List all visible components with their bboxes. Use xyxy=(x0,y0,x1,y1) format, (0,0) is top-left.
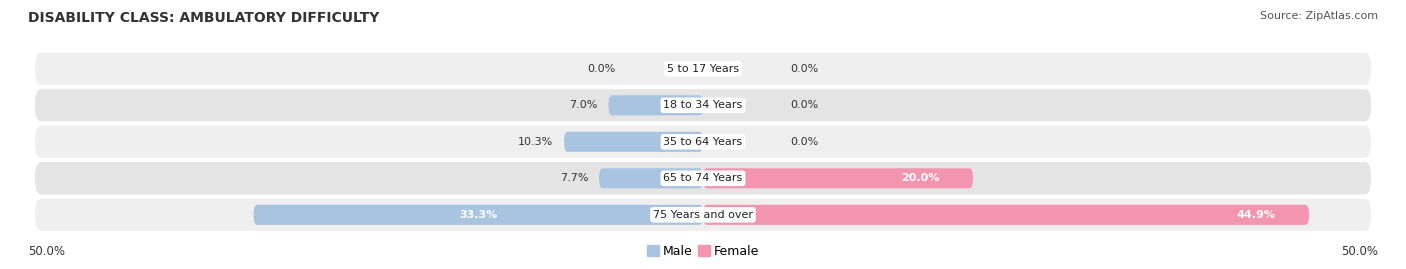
Text: 7.7%: 7.7% xyxy=(560,173,588,183)
Text: 10.3%: 10.3% xyxy=(517,137,553,147)
Text: 50.0%: 50.0% xyxy=(28,245,65,258)
Text: 75 Years and over: 75 Years and over xyxy=(652,210,754,220)
FancyBboxPatch shape xyxy=(703,168,973,188)
Legend: Male, Female: Male, Female xyxy=(641,240,765,263)
Text: 0.0%: 0.0% xyxy=(790,64,818,74)
FancyBboxPatch shape xyxy=(35,53,1371,85)
FancyBboxPatch shape xyxy=(35,126,1371,158)
FancyBboxPatch shape xyxy=(35,199,1371,231)
FancyBboxPatch shape xyxy=(253,205,703,225)
Text: 7.0%: 7.0% xyxy=(569,100,598,110)
Text: 35 to 64 Years: 35 to 64 Years xyxy=(664,137,742,147)
FancyBboxPatch shape xyxy=(35,162,1371,194)
FancyBboxPatch shape xyxy=(703,205,1309,225)
Text: 0.0%: 0.0% xyxy=(588,64,616,74)
Text: 20.0%: 20.0% xyxy=(901,173,939,183)
Text: 44.9%: 44.9% xyxy=(1236,210,1275,220)
FancyBboxPatch shape xyxy=(609,95,703,115)
Text: 18 to 34 Years: 18 to 34 Years xyxy=(664,100,742,110)
Text: 50.0%: 50.0% xyxy=(1341,245,1378,258)
FancyBboxPatch shape xyxy=(35,89,1371,121)
Text: Source: ZipAtlas.com: Source: ZipAtlas.com xyxy=(1260,11,1378,21)
Text: 5 to 17 Years: 5 to 17 Years xyxy=(666,64,740,74)
FancyBboxPatch shape xyxy=(564,132,703,152)
Text: 33.3%: 33.3% xyxy=(460,210,498,220)
Text: 65 to 74 Years: 65 to 74 Years xyxy=(664,173,742,183)
Text: DISABILITY CLASS: AMBULATORY DIFFICULTY: DISABILITY CLASS: AMBULATORY DIFFICULTY xyxy=(28,11,380,25)
Text: 0.0%: 0.0% xyxy=(790,100,818,110)
Text: 0.0%: 0.0% xyxy=(790,137,818,147)
FancyBboxPatch shape xyxy=(599,168,703,188)
